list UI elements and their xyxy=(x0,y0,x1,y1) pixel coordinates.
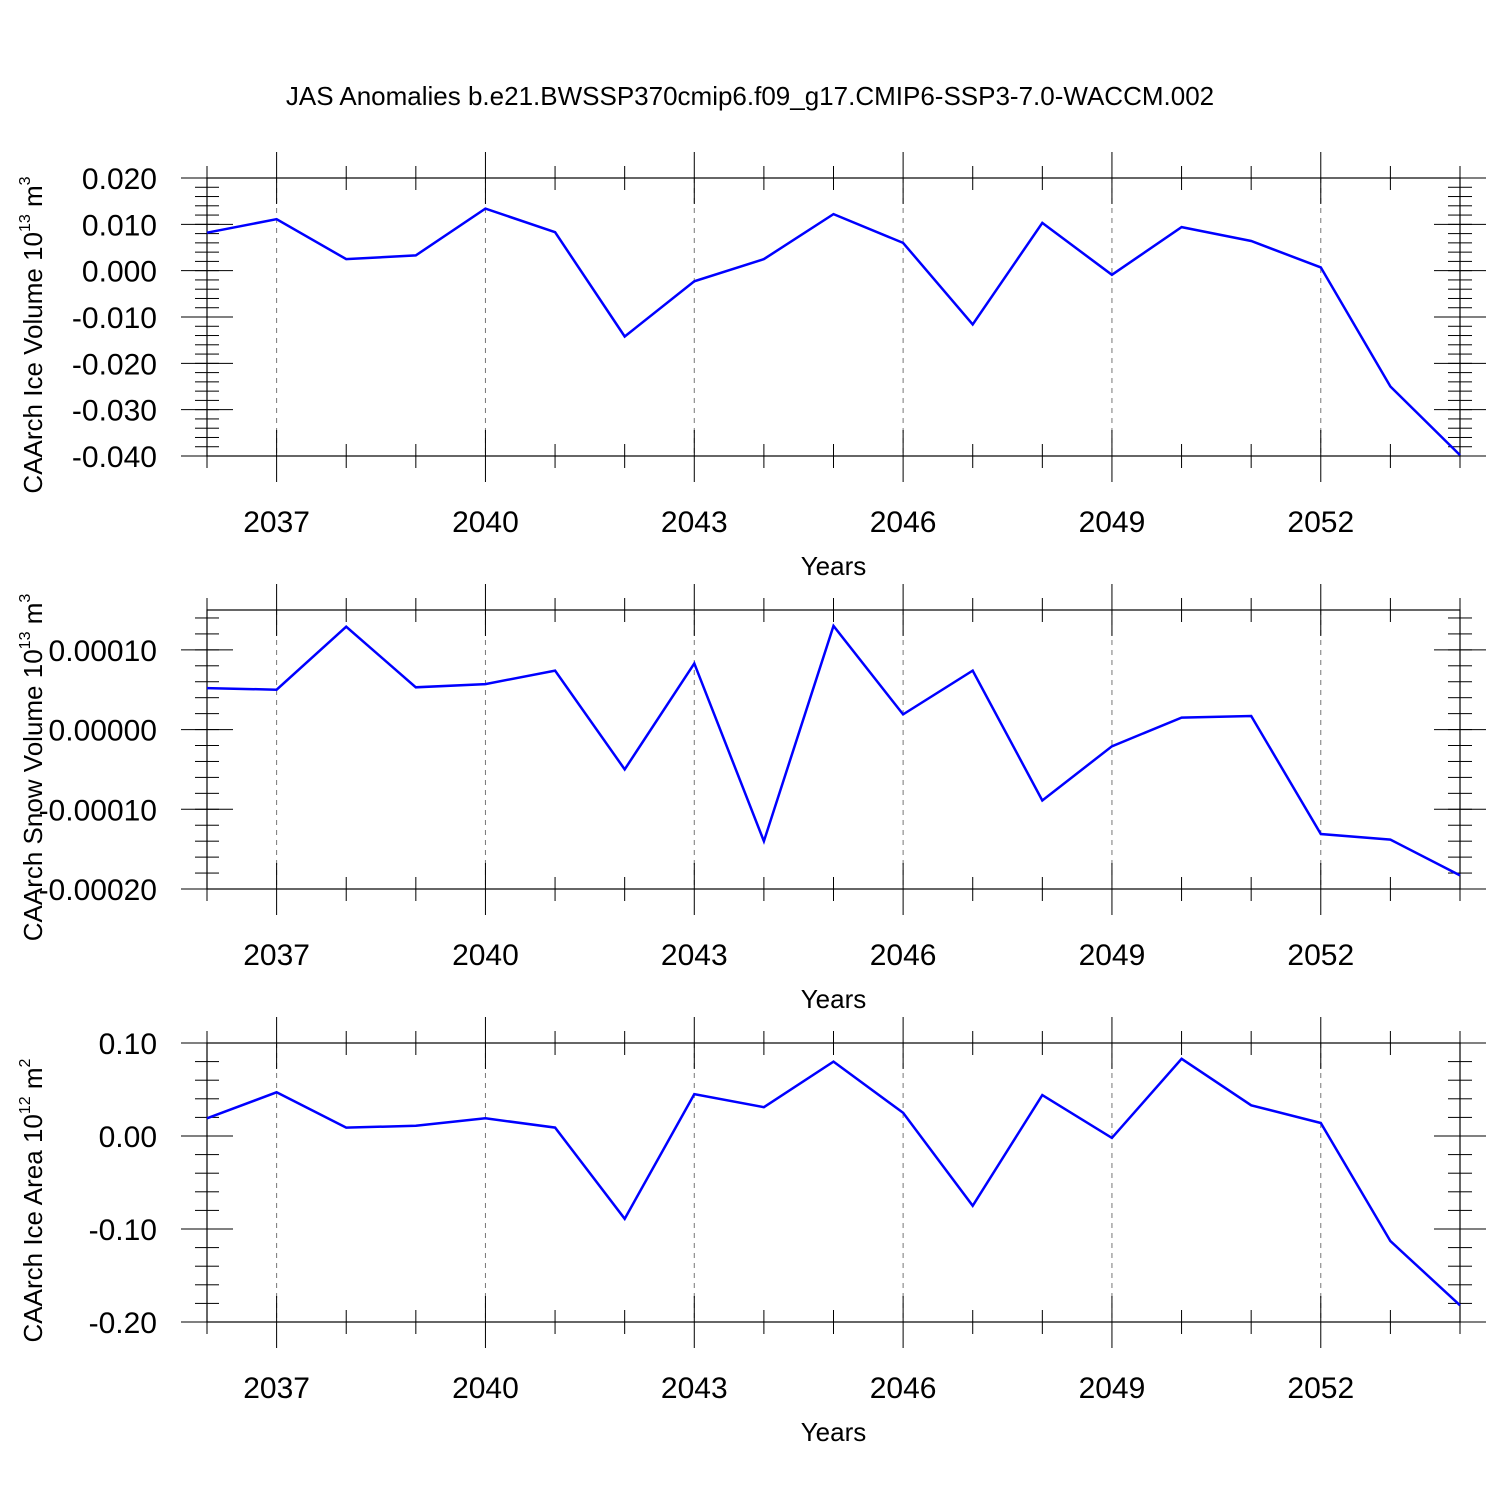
series-line xyxy=(206,1057,1461,1307)
plot-frame xyxy=(206,1042,1461,1323)
y-tick-label: -0.010 xyxy=(72,302,157,335)
x-tick-label: 2040 xyxy=(452,506,519,539)
y-tick-label: 0.020 xyxy=(82,163,157,196)
x-axis-label: Years xyxy=(801,1417,867,1447)
x-tick-label: 2043 xyxy=(661,939,728,972)
x-tick-label: 2046 xyxy=(870,939,937,972)
x-tick-label: 2037 xyxy=(243,506,310,539)
y-axis-label: CAArch Snow Volume 1013 m3 xyxy=(17,594,48,942)
x-tick-label: 2052 xyxy=(1287,939,1354,972)
x-tick-label: 2040 xyxy=(452,939,519,972)
x-tick-label: 2046 xyxy=(870,1372,937,1405)
y-axis-label: CAArch Ice Volume 1013 m3 xyxy=(17,176,48,493)
x-tick-label: 2043 xyxy=(661,506,728,539)
y-tick-label: 0.00010 xyxy=(49,635,157,668)
x-tick-label: 2049 xyxy=(1079,506,1146,539)
series-line xyxy=(206,623,1461,877)
x-tick-label: 2052 xyxy=(1287,506,1354,539)
y-tick-label: -0.040 xyxy=(72,441,157,474)
x-tick-label: 2043 xyxy=(661,1372,728,1405)
x-tick-label: 2046 xyxy=(870,506,937,539)
x-tick-label: 2037 xyxy=(243,1372,310,1405)
chart-panels: 0.020 0.010 0.000 -0.010 -0.020 -0.030 -0.040 2… xyxy=(17,152,1486,1447)
y-tick-label: 0.00 xyxy=(99,1121,157,1154)
chart-panel-3: 0.10 0.00 -0.10 -0.20 2037 2040 2043 2046 2049 20… xyxy=(17,1017,1486,1447)
x-tick-label: 2037 xyxy=(243,939,310,972)
y-tick-label: 0.00000 xyxy=(49,715,157,748)
x-tick-label: 2040 xyxy=(452,1372,519,1405)
x-tick-label: 2049 xyxy=(1079,939,1146,972)
y-tick-label: -0.20 xyxy=(89,1307,157,1340)
figure-title: JAS Anomalies b.e21.BWSSP370cmip6.f09_g1… xyxy=(286,81,1214,111)
chart-panel-1: 0.020 0.010 0.000 -0.010 -0.020 -0.030 -0.040 2… xyxy=(17,152,1486,581)
chart-panel-2: 0.00010 0.00000 -0.00010 -0.00020 2037 2040 20… xyxy=(17,584,1486,1014)
x-axis-label: Years xyxy=(801,984,867,1014)
series-line xyxy=(206,207,1461,456)
x-axis-label: Years xyxy=(801,551,867,581)
y-tick-label: 0.10 xyxy=(99,1028,157,1061)
x-tick-label: 2049 xyxy=(1079,1372,1146,1405)
y-axis-label: CAArch Ice Area 1012 m2 xyxy=(17,1058,48,1342)
x-tick-label: 2052 xyxy=(1287,1372,1354,1405)
plot-frame xyxy=(206,177,1461,457)
y-tick-label: -0.00020 xyxy=(39,874,157,907)
y-tick-label: 0.000 xyxy=(82,256,157,289)
y-tick-label: 0.010 xyxy=(82,209,157,242)
y-tick-label: -0.10 xyxy=(89,1214,157,1247)
y-tick-label: -0.030 xyxy=(72,395,157,428)
y-tick-label: -0.020 xyxy=(72,348,157,381)
plot-frame xyxy=(206,609,1461,890)
y-tick-label: -0.00010 xyxy=(39,794,157,827)
